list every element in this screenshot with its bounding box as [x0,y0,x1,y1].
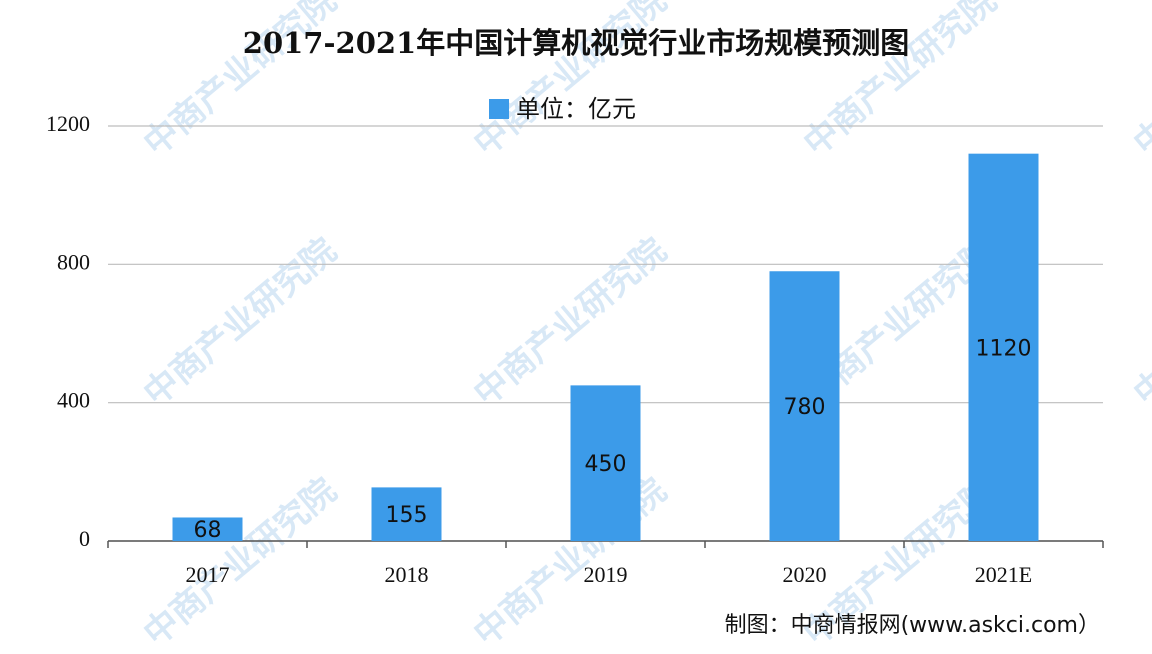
y-tick-label: 1200 [46,111,90,136]
data-label: 155 [386,503,428,528]
watermark: 中商产业研究院 [466,0,674,164]
x-tick-label: 2020 [783,562,827,587]
bar [769,271,840,541]
watermark: 中商产业研究院 [1126,0,1152,164]
bar [172,517,243,541]
legend-label: 单位：亿元 [516,95,636,123]
data-label: 450 [585,452,627,477]
data-label: 68 [194,518,222,543]
watermark: 中商产业研究院 [136,231,344,415]
bar [371,487,442,541]
watermark: 中商产业研究院 [1126,231,1152,415]
data-label: 1120 [976,336,1032,361]
watermark: 中商产业研究院 [136,0,344,164]
legend-swatch [489,99,509,119]
bar [968,153,1039,541]
bar [570,385,641,541]
chart-title: 2017-2021年中国计算机视觉行业市场规模预测图 [243,26,909,60]
watermark: 中商产业研究院 [796,0,1004,164]
x-tick-label: 2018 [385,562,429,587]
x-tick-label: 2021E [975,562,1032,587]
y-tick-label: 400 [57,388,90,413]
x-tick-label: 2017 [186,562,230,587]
x-tick-label: 2019 [584,562,628,587]
watermark: 中商产业研究院 [466,231,674,415]
source-note: 制图：中商情报网(www.askci.com） [725,613,1100,638]
watermark: 中商产业研究院 [466,471,674,654]
y-tick-label: 800 [57,249,90,274]
y-tick-label: 0 [79,526,90,551]
watermark: 中商产业研究院 [136,471,344,654]
data-label: 780 [784,395,826,420]
